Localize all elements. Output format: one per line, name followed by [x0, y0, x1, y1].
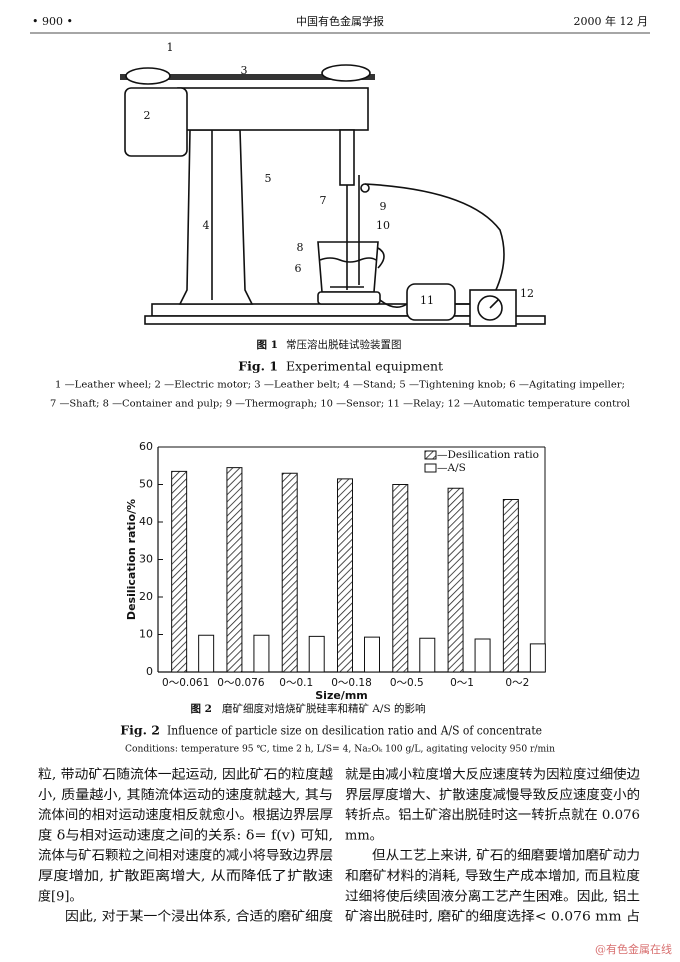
figure-legend: 1 —Leather wheel; 2 —Electric motor; 3 —… — [55, 381, 625, 391]
y-tick-label: 10 — [139, 628, 153, 641]
caption-en: Experimental equipment — [286, 359, 443, 374]
bar — [419, 637, 436, 673]
bar — [226, 467, 243, 673]
caption-en: Influence of particle size on desilicati… — [167, 724, 542, 738]
body-line: 矿溶出脱硅时, 磨矿的细度选择< 0.076 mm 占 — [345, 909, 640, 925]
y-tick-label: 0 — [146, 665, 153, 678]
body-line: 流体与矿石颗粒之间相对速度的减小将导致边界层 — [38, 848, 333, 864]
part-label: 2 — [144, 109, 151, 122]
part-label: 7 — [320, 194, 327, 207]
body-line: 因此, 对于某一个浸出体系, 合适的磨矿细度 — [65, 909, 333, 925]
x-axis-label: Size/mm — [315, 689, 368, 702]
figure-legend: 7 —Shaft; 8 —Container and pulp; 9 —Ther… — [50, 400, 630, 410]
part-label: 6 — [295, 262, 302, 275]
bar — [392, 484, 409, 673]
caption-cn: 磨矿细度对焙烧矿脱硅率和精矿 A/S 的影响 — [222, 702, 426, 715]
chart-conditions: Conditions: temperature 95 ℃, time 2 h, … — [125, 745, 555, 755]
bar — [337, 478, 353, 673]
part-label: 12 — [520, 287, 534, 300]
body-line: 流体间的相对运动速度相反就愈小。根据边界层厚 — [38, 807, 333, 823]
legend-label: —Desilication ratio — [437, 449, 539, 461]
page-number: • 900 • — [32, 15, 73, 28]
part-label: 8 — [297, 241, 304, 254]
body-line: 转折点。铝土矿溶出脱硅时这一转折点就在 0.076 — [345, 807, 640, 823]
legend-swatch — [424, 463, 437, 473]
body-line: 就是由减小粒度增大反应速度转为因粒度过细使边 — [345, 767, 640, 783]
caption-label: Fig. 2 — [120, 723, 160, 738]
bar — [502, 499, 519, 673]
bar — [253, 634, 270, 673]
part-label: 5 — [265, 172, 272, 185]
bar — [198, 634, 215, 673]
y-tick-label: 30 — [139, 553, 153, 566]
y-tick-label: 20 — [139, 590, 153, 603]
body-line: 和磨矿材料的消耗, 导致生产成本增加, 而且粒度 — [345, 868, 640, 884]
watermark: @有色金属在线 — [595, 942, 672, 956]
y-tick-label: 60 — [139, 440, 153, 453]
body-line: 过细将使后续固液分离工艺产生困难。因此, 铝土 — [345, 888, 640, 904]
part-label: 9 — [380, 200, 387, 213]
part-label: 3 — [241, 64, 248, 77]
bar — [171, 470, 188, 673]
x-tick-label: 0～0.061 — [162, 677, 209, 689]
body-line: 界层厚度增大、扩散速度减慢导致反应速度变小的 — [345, 787, 640, 803]
x-tick-label: 0～2 — [505, 677, 529, 689]
legend-swatch — [424, 450, 437, 460]
body-line: 但从工艺上来讲, 矿石的细磨要增加磨矿动力 — [372, 848, 640, 864]
part-label: 10 — [376, 219, 390, 232]
bar — [308, 635, 325, 673]
bar — [281, 472, 298, 673]
caption-cn: 常压溶出脱硅试验装置图 — [286, 338, 402, 351]
y-tick-label: 40 — [139, 515, 153, 528]
body-line: 小, 质量越小, 其随流体运动的速度就越大, 其与 — [38, 787, 333, 803]
equipment-drawing — [120, 64, 546, 327]
legend-label: —A/S — [437, 462, 466, 474]
part-label: 1 — [167, 41, 174, 54]
journal-name: 中国有色金属学报 — [296, 14, 384, 28]
part-label: 4 — [203, 219, 210, 232]
caption-label: 图 1 — [257, 339, 278, 351]
x-tick-label: 0～0.18 — [331, 677, 372, 689]
chart-frame — [158, 446, 546, 672]
x-tick-label: 0～0.5 — [390, 677, 424, 689]
body-line: 厚度增加, 扩散距离增大, 从而降低了扩散速 — [38, 868, 333, 884]
body-line: 度[9]。 — [38, 888, 82, 904]
bar — [529, 643, 546, 673]
part-label: 11 — [420, 294, 434, 307]
caption-label: 图 2 — [191, 703, 212, 715]
body-line: 度 δ与相对运动速度之间的关系: δ= f(v) 可知, — [38, 827, 333, 843]
bar — [474, 638, 491, 673]
x-tick-label: 0～0.1 — [279, 677, 313, 689]
x-tick-label: 0～1 — [450, 677, 474, 689]
issue-date: 2000 年 12 月 — [574, 14, 648, 28]
y-axis-label: Desilication ratio/% — [125, 499, 138, 620]
body-line: 粒, 带动矿石随流体一起运动, 因此矿石的粒度越 — [38, 767, 333, 783]
bar — [364, 636, 380, 673]
bar — [447, 487, 464, 673]
caption-label: Fig. 1 — [238, 359, 278, 374]
y-tick-label: 50 — [139, 478, 153, 491]
body-line: mm。 — [345, 828, 383, 843]
x-tick-label: 0～0.076 — [217, 677, 265, 689]
